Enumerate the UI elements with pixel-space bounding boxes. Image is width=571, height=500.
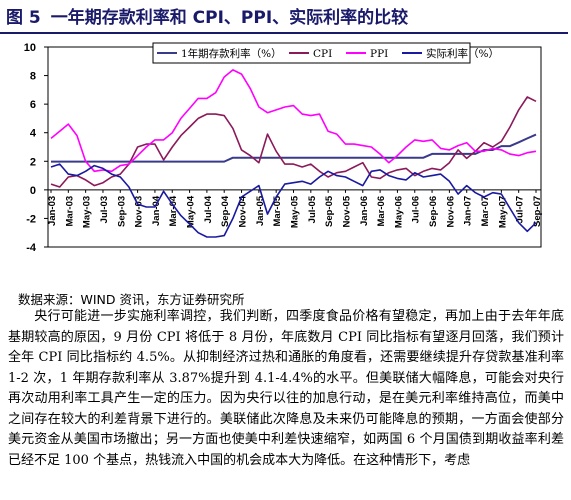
body-paragraph: 央行可能进一步实施利率调控，我们判断，四季度食品价格有望稳定，再加上由于去年年底… (8, 307, 564, 471)
x-tick-label: Mar-06 (376, 196, 387, 227)
x-tick-label: Jan-06 (359, 196, 370, 226)
legend-box (152, 42, 471, 64)
x-tick-label: Jul-03 (99, 196, 110, 223)
x-tick-label: May-05 (290, 195, 301, 228)
y-tick-label: -2 (26, 213, 36, 225)
title-rule (0, 32, 568, 34)
x-tick-label: Jul-04 (203, 195, 214, 223)
y-tick-label: -4 (26, 242, 37, 254)
x-tick-label: Mar-04 (168, 195, 179, 226)
x-tick-label: May-03 (82, 196, 93, 228)
x-tick-label: Mar-05 (272, 195, 283, 226)
y-tick-label: 0 (30, 185, 36, 197)
x-tick-label: May-07 (497, 196, 508, 228)
y-tick-label: 8 (30, 71, 36, 83)
data-source: 数据来源：WIND 资讯，东方证券研究所 (18, 292, 245, 307)
figure-number: 图 5 (6, 8, 41, 28)
y-tick-label: 2 (30, 156, 36, 168)
series-line (50, 96, 537, 188)
x-tick-label: Jan-07 (463, 196, 474, 226)
plot-area (47, 46, 542, 248)
x-tick-label: May-04 (186, 195, 197, 228)
x-tick-label: Sep-05 (324, 195, 335, 227)
x-tick-label: Jul-05 (307, 195, 318, 223)
x-tick-label: Mar-07 (480, 196, 491, 227)
figure-title: 图 5 一年期存款利率和 CPI、PPI、实际利率的比较 (0, 6, 571, 30)
x-tick-label: Sep-03 (116, 196, 127, 227)
x-tick-label: Nov-06 (445, 196, 456, 228)
x-tick-label: May-06 (393, 196, 404, 228)
line-chart: 10 8 6 4 2 0 -2 -4 Jan-03 Mar-03 May-03 Jul-03 Sep-0… (24, 42, 543, 254)
x-tick-label: Sep-04 (220, 195, 231, 227)
legend-label: 1年期存款利率（%） (181, 47, 282, 60)
legend-label: PPI (370, 48, 388, 60)
x-tick-label: Sep-06 (428, 196, 439, 227)
y-tick-label: 4 (30, 128, 37, 140)
x-tick-label: Nov-04 (238, 195, 249, 227)
x-tick-label: Jul-07 (515, 196, 526, 223)
x-tick-label: Jan-05 (255, 195, 266, 226)
series-line (50, 163, 537, 238)
legend-label: CPI (313, 48, 332, 60)
x-tick-label: Jan-03 (47, 196, 58, 226)
series-line (50, 69, 537, 173)
y-tick-label: 10 (24, 42, 36, 54)
x-tick-label: Nov-03 (134, 196, 145, 228)
legend-label: 实际利率（%） (426, 47, 499, 60)
figure-title-text: 一年期存款利率和 CPI、PPI、实际利率的比较 (50, 8, 409, 28)
x-tick-label: Jan-04 (151, 195, 162, 226)
y-tick-label: 6 (30, 99, 36, 111)
body-paragraph-text: 央行可能进一步实施利率调控，我们判断，四季度食品价格有望稳定，再加上由于去年年底… (8, 309, 564, 468)
x-tick-label: Mar-03 (64, 196, 75, 227)
x-tick-label: Sep-07 (532, 196, 543, 227)
x-tick-label: Nov-05 (341, 195, 352, 227)
x-tick-label: Jul-06 (411, 196, 422, 223)
